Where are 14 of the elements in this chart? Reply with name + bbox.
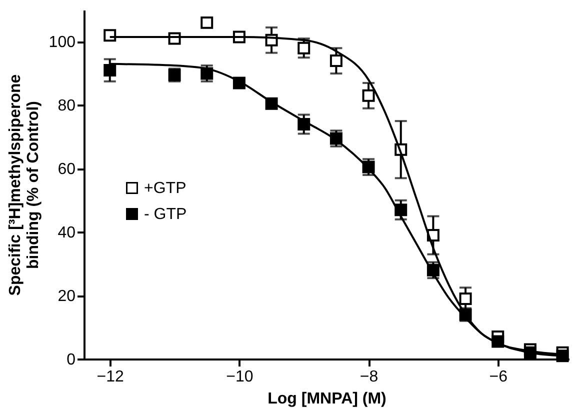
y-tick-label: 0 [66, 352, 76, 368]
y-tick-label: 100 [48, 34, 76, 52]
legend-label: - GTP [144, 206, 187, 223]
legend-label: +GTP [144, 180, 186, 197]
x-tick-label: −8 [360, 368, 378, 386]
y-tick-label: 20 [58, 288, 76, 306]
x-tick-label: −12 [96, 368, 124, 386]
y-tick-label: 80 [58, 98, 76, 115]
x-axis-title: Log [MNPA] (M) [268, 390, 386, 408]
y-tick-label: 40 [58, 224, 76, 242]
y-tick-label: 60 [58, 161, 76, 178]
y-axis-title: Specific [³H]methylspiperone binding (% of Control) [6, 74, 42, 296]
x-tick-label: −6 [489, 368, 508, 386]
x-tick-label: −10 [226, 368, 254, 386]
